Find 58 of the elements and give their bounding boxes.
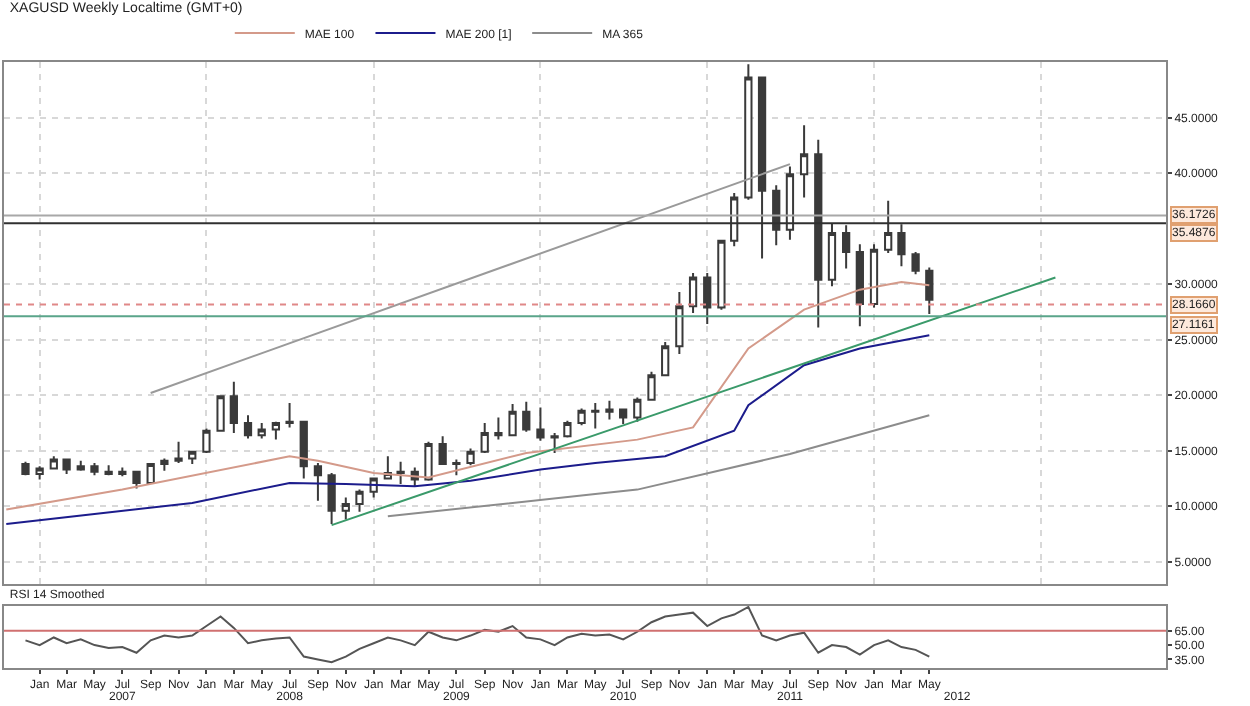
candlestick xyxy=(229,380,238,434)
candlestick xyxy=(424,440,433,482)
candlestick xyxy=(508,403,517,438)
candlestick xyxy=(160,457,169,472)
candlestick xyxy=(313,461,323,502)
candlestick xyxy=(132,469,141,490)
candlestick xyxy=(243,414,253,440)
candlestick xyxy=(466,447,475,467)
line-series xyxy=(386,414,931,518)
candlestick xyxy=(355,488,364,513)
line-series xyxy=(24,606,931,664)
candlestick xyxy=(104,464,113,477)
candlestick xyxy=(688,272,698,314)
candlestick xyxy=(21,460,30,477)
candlestick xyxy=(675,290,684,356)
candlestick xyxy=(703,272,712,326)
candlestick xyxy=(563,419,572,439)
candlestick xyxy=(619,407,628,426)
candlestick xyxy=(341,496,350,521)
candlestick xyxy=(522,400,531,433)
candlestick xyxy=(76,459,85,472)
candlestick xyxy=(855,243,864,328)
candlestick xyxy=(925,266,934,316)
candlestick xyxy=(869,243,879,309)
candlestick xyxy=(62,457,71,476)
candlestick xyxy=(647,370,656,402)
candlestick xyxy=(550,431,559,454)
candlestick xyxy=(146,461,155,486)
candlestick xyxy=(717,238,726,311)
candlestick xyxy=(216,394,225,433)
candlestick xyxy=(911,250,920,276)
candlestick xyxy=(327,471,336,526)
candlestick xyxy=(536,406,545,442)
candlestick xyxy=(661,340,670,378)
candlestick xyxy=(90,461,99,477)
candlestick xyxy=(480,421,489,454)
candlestick xyxy=(118,466,127,478)
candlestick xyxy=(285,401,294,429)
line-series xyxy=(5,334,931,526)
candlestick xyxy=(299,419,308,480)
candlestick xyxy=(591,401,600,430)
candlestick xyxy=(257,421,266,440)
candlestick xyxy=(633,396,642,423)
candlestick xyxy=(744,63,753,201)
candlestick xyxy=(35,465,44,481)
candlestick xyxy=(438,435,447,466)
line-series xyxy=(5,280,931,511)
candlestick xyxy=(577,407,586,427)
candlestick xyxy=(396,460,405,486)
candlestick xyxy=(271,420,281,441)
candlestick xyxy=(188,449,197,466)
candlestick xyxy=(605,399,614,421)
candlestick xyxy=(174,440,183,464)
candlestick xyxy=(494,416,503,441)
candlestick xyxy=(799,124,809,199)
candlestick xyxy=(202,427,211,454)
candlestick xyxy=(452,458,461,477)
candlestick xyxy=(49,455,58,471)
